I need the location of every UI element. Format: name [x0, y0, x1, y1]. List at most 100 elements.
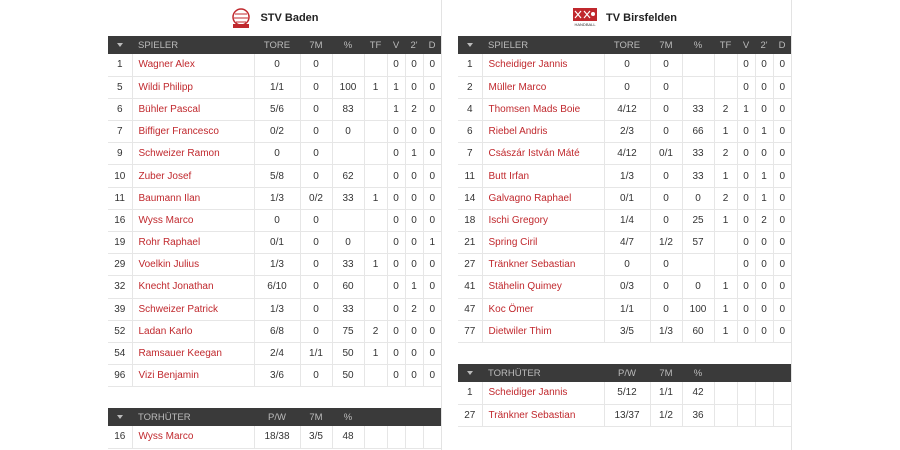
goalkeeper-row: 16 Wyss Marco 18/38 3/5 48 — [108, 426, 441, 449]
player-name-link[interactable]: Koc Ömer — [482, 298, 605, 321]
player-name-link[interactable]: Bühler Pascal — [132, 98, 255, 121]
stat-cell — [332, 209, 365, 232]
sort-arrow-icon[interactable] — [458, 364, 482, 382]
player-name-link[interactable]: Voelkin Julius — [132, 253, 255, 276]
stat-cell: 1/1 — [300, 342, 333, 365]
stat-cell: 0 — [737, 231, 756, 254]
away-players-table: SPIELER TORE 7M % TF V 2' D 1 Scheidiger … — [458, 36, 791, 343]
player-name-link[interactable]: Schweizer Ramon — [132, 142, 255, 165]
player-name-link[interactable]: Galvagno Raphael — [482, 187, 605, 210]
stat-cell: 1/3 — [254, 187, 301, 210]
player-name-link[interactable]: Zuber Josef — [132, 164, 255, 188]
stat-cell: 36 — [682, 404, 715, 427]
stat-cell: 0 — [682, 187, 715, 210]
player-name-link[interactable]: Müller Marco — [482, 76, 605, 99]
col-header-tore[interactable]: TORE — [613, 39, 641, 51]
jersey-number: 4 — [458, 98, 483, 121]
col-header-percent[interactable]: % — [343, 39, 353, 51]
col-header-d[interactable]: D — [428, 39, 436, 51]
col-header-torhueter[interactable]: TORHÜTER — [488, 367, 541, 379]
player-name-link[interactable]: Scheidiger Jannis — [482, 54, 605, 77]
player-name-link[interactable]: Dietwiler Thim — [482, 320, 605, 343]
col-header-v[interactable]: V — [742, 39, 750, 51]
sort-arrow-icon[interactable] — [458, 36, 482, 54]
col-header-tore[interactable]: TORE — [263, 39, 291, 51]
col-header-percent[interactable]: % — [693, 39, 703, 51]
col-header-7m[interactable]: 7M — [309, 411, 323, 423]
player-name-link[interactable]: Wagner Alex — [132, 54, 255, 77]
stat-cell: 0 — [650, 298, 683, 321]
col-header-pw[interactable]: P/W — [618, 367, 636, 379]
stat-cell: 0 — [650, 54, 683, 77]
goalkeeper-row: 27 Tränkner Sebastian 13/37 1/2 36 — [458, 404, 791, 427]
player-row: 7 Biffiger Francesco 0/2 0 0 0 0 0 — [108, 120, 441, 143]
player-name-link[interactable]: Baumann Ilan — [132, 187, 255, 210]
sort-arrow-icon[interactable] — [108, 36, 132, 54]
jersey-number: 7 — [108, 120, 133, 143]
player-name-link[interactable]: Thomsen Mads Boie — [482, 98, 605, 121]
stat-cell: 33 — [682, 98, 715, 121]
stat-cell: 1 — [364, 342, 388, 365]
col-header-7m[interactable]: 7M — [659, 39, 673, 51]
col-header-torhueter[interactable]: TORHÜTER — [138, 411, 191, 423]
stat-cell: 1 — [714, 209, 738, 232]
stat-cell: 1 — [405, 275, 424, 299]
player-name-link[interactable]: Wildi Philipp — [132, 76, 255, 99]
player-name-link[interactable]: Stähelin Quimey — [482, 275, 605, 299]
sort-arrow-icon[interactable] — [108, 408, 132, 426]
jersey-number: 27 — [458, 404, 483, 427]
stat-cell — [714, 404, 738, 427]
player-name-link[interactable]: Ischi Gregory — [482, 209, 605, 232]
player-name-link[interactable]: Császár István Máté — [482, 142, 605, 165]
player-row: 9 Schweizer Ramon 0 0 0 1 0 — [108, 142, 441, 165]
col-header-7m[interactable]: 7M — [309, 39, 323, 51]
stat-cell: 0 — [604, 253, 651, 276]
col-header-d[interactable]: D — [778, 39, 786, 51]
player-name-link[interactable]: Vizi Benjamin — [132, 364, 255, 387]
stat-cell: 33 — [332, 298, 365, 321]
stat-cell: 33 — [682, 164, 715, 188]
stat-cell: 0 — [405, 342, 424, 365]
player-name-link[interactable]: Ladan Karlo — [132, 320, 255, 343]
player-row: 6 Bühler Pascal 5/6 0 83 1 2 0 — [108, 98, 441, 121]
stat-cell: 0 — [737, 142, 756, 165]
col-header-tf[interactable]: TF — [719, 39, 732, 51]
player-name-link[interactable]: Spring Ciril — [482, 231, 605, 254]
col-header-2min[interactable]: 2' — [410, 39, 418, 51]
logo-text: HANDBALL — [574, 22, 596, 27]
player-name-link[interactable]: Tränkner Sebastian — [482, 404, 605, 427]
col-header-spieler[interactable]: SPIELER — [138, 39, 179, 51]
player-row: 27 Tränkner Sebastian 0 0 0 0 0 — [458, 253, 791, 276]
player-name-link[interactable]: Butt Irfan — [482, 164, 605, 188]
col-header-pw[interactable]: P/W — [268, 411, 286, 423]
player-row: 19 Rohr Raphael 0/1 0 0 0 0 1 — [108, 231, 441, 254]
stat-cell: 0 — [650, 120, 683, 143]
player-name-link[interactable]: Biffiger Francesco — [132, 120, 255, 143]
col-header-percent[interactable]: % — [343, 411, 353, 423]
col-header-2min[interactable]: 2' — [760, 39, 768, 51]
col-header-7m[interactable]: 7M — [659, 367, 673, 379]
col-header-spieler[interactable]: SPIELER — [488, 39, 529, 51]
col-header-v[interactable]: V — [392, 39, 400, 51]
col-header-tf[interactable]: TF — [369, 39, 382, 51]
player-name-link[interactable]: Knecht Jonathan — [132, 275, 255, 299]
stat-cell: 0/2 — [254, 120, 301, 143]
stat-cell: 0 — [779, 281, 786, 293]
player-name-link[interactable]: Wyss Marco — [132, 426, 255, 449]
player-name-link[interactable]: Scheidiger Jannis — [482, 382, 605, 405]
player-row: 14 Galvagno Raphael 0/1 0 0 2 0 1 0 — [458, 187, 791, 210]
player-name-link[interactable]: Ramsauer Keegan — [132, 342, 255, 365]
player-name-link[interactable]: Schweizer Patrick — [132, 298, 255, 321]
stat-cell — [773, 382, 791, 404]
player-name-link[interactable]: Wyss Marco — [132, 209, 255, 232]
stat-cell: 1/3 — [604, 164, 651, 188]
player-name-link[interactable]: Riebel Andris — [482, 120, 605, 143]
stat-cell: 0 — [387, 275, 406, 299]
stat-cell — [364, 54, 388, 77]
player-name-link[interactable]: Rohr Raphael — [132, 231, 255, 254]
stat-cell: 0 — [737, 76, 756, 99]
col-header-empty — [755, 364, 773, 382]
player-name-link[interactable]: Tränkner Sebastian — [482, 253, 605, 276]
col-header-percent[interactable]: % — [693, 367, 703, 379]
stat-cell: 0 — [737, 164, 756, 188]
